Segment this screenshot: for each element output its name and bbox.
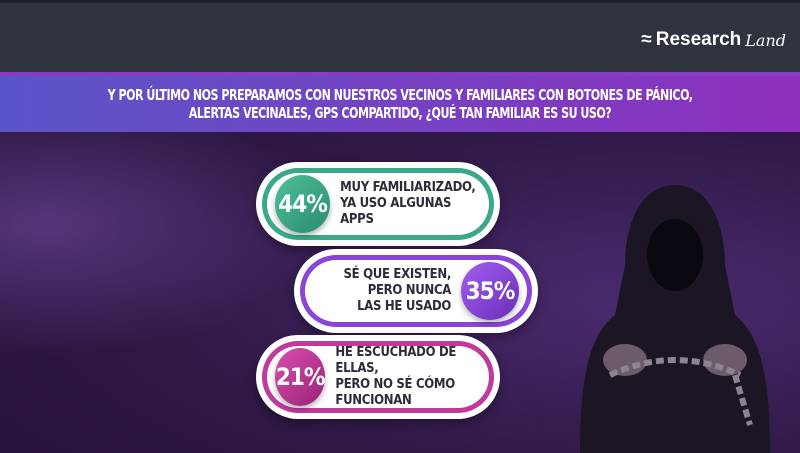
percent-badge: 35% [461,262,519,320]
answer-card-know-not-used: SÉ QUE EXISTEN, PERO NUNCA LAS HE USADO 35… [294,249,538,333]
hooded-figure-image [580,185,770,453]
researchland-logo: ≈ Research Land [641,29,786,51]
logo-suffix: Land [745,30,786,50]
logo-mark-icon: ≈ [641,29,652,50]
answer-label: HE ESCUCHADO DE ELLAS, PERO NO SÉ CÓMO FUN… [335,345,457,408]
header-bar: ≈ Research Land [0,0,800,72]
answer-label: MUY FAMILIARIZADO, YA USO ALGUNAS APPS [340,180,476,227]
answer-card-very-familiar: 44% MUY FAMILIARIZADO, YA USO ALGUNAS APP… [256,162,500,246]
percent-badge: 44% [275,175,331,233]
percent-badge: 21% [275,348,326,406]
answer-card-heard-of: 21% HE ESCUCHADO DE ELLAS, PERO NO SÉ CÓM… [256,335,500,419]
question-title: Y POR ÚLTIMO NOS PREPARAMOS CON NUESTROS… [107,86,693,122]
question-banner [0,72,800,132]
answer-label: SÉ QUE EXISTEN, PERO NUNCA LAS HE USADO [343,267,452,314]
logo-text: Research [655,29,742,50]
